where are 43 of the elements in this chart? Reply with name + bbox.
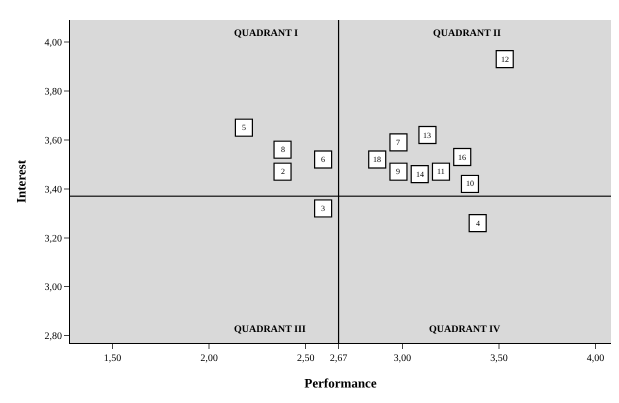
point	[273, 140, 292, 159]
annotation: 8	[281, 145, 285, 154]
point	[389, 162, 408, 181]
point	[314, 199, 332, 218]
y-tick-label: 2,80	[44, 331, 62, 342]
point	[468, 214, 487, 232]
annotation: 12	[501, 55, 509, 64]
annotation: 9	[396, 167, 400, 176]
x-tick-label: 4,00	[586, 353, 604, 364]
annotation: 14	[416, 170, 424, 179]
x-tick-label: 3,50	[490, 353, 508, 364]
x-tick-label: 2,00	[200, 353, 218, 364]
annotation: QUADRANT IV	[429, 324, 501, 335]
point	[389, 133, 408, 152]
annotation: 4	[476, 219, 480, 228]
point	[234, 118, 253, 137]
annotation: QUADRANT I	[234, 28, 298, 39]
y-axis-title: Interest	[13, 159, 28, 204]
y-tick-label: 4,00	[44, 38, 62, 49]
point	[273, 162, 292, 181]
x-tick-label: 2,67	[330, 353, 348, 364]
x-tick-label: 3,00	[394, 353, 412, 364]
x-tick-label: 1,50	[104, 353, 122, 364]
annotation: 2	[281, 167, 285, 176]
x-axis-title: Performance	[304, 376, 377, 391]
y-tick-label: 3,80	[44, 86, 62, 98]
annotation: 11	[437, 167, 445, 176]
annotation: QUADRANT III	[234, 324, 306, 335]
annotation: 6	[321, 155, 325, 164]
y-tick-label: 3,40	[44, 184, 62, 196]
annotation: 16	[458, 153, 466, 162]
annotation: 5	[242, 123, 246, 132]
y-tick-label: 3,00	[44, 282, 62, 294]
y-tick-label: 3,60	[44, 135, 62, 146]
annotation: 10	[466, 179, 474, 188]
annotation: QUADRANT II	[433, 28, 501, 39]
y-tick-label: 3,20	[44, 233, 62, 244]
annotation: 7	[396, 138, 400, 147]
point	[314, 150, 332, 169]
annotation: 3	[321, 204, 325, 213]
annotation: 18	[373, 155, 381, 164]
x-tick-label: 2,50	[296, 353, 314, 364]
annotation: 13	[423, 131, 431, 140]
